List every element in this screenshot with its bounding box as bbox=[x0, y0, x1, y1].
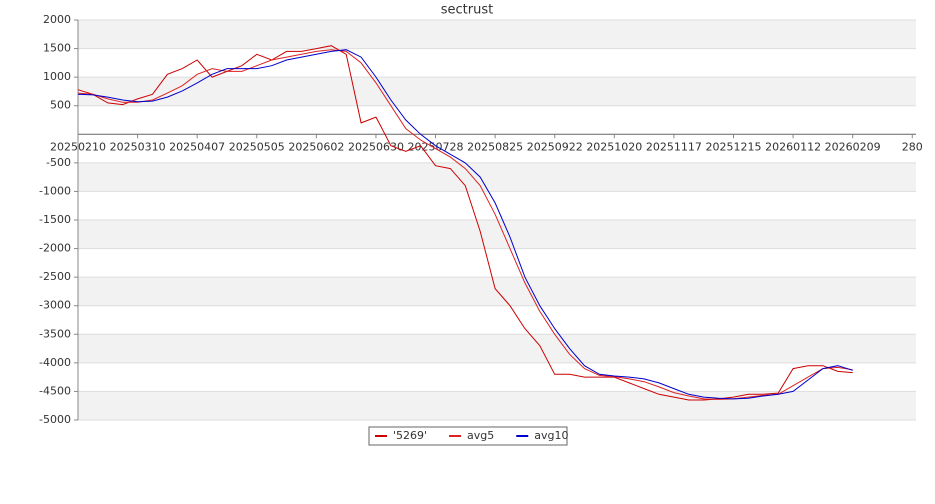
y-tick-label: -2500 bbox=[39, 270, 71, 283]
grid-band bbox=[78, 334, 916, 363]
chart-title: sectrust bbox=[441, 3, 493, 18]
y-tick-label: -5000 bbox=[39, 413, 71, 426]
legend-label: avg5 bbox=[467, 429, 494, 442]
y-tick-label: -3000 bbox=[39, 299, 71, 312]
x-tick-label: 20251020 bbox=[586, 140, 642, 153]
legend-box bbox=[368, 426, 568, 446]
grid-band bbox=[78, 220, 916, 249]
x-tick-label: 20260112 bbox=[765, 140, 821, 153]
y-tick-label: -500 bbox=[46, 156, 71, 169]
x-tick-label: 20250922 bbox=[527, 140, 583, 153]
x-tick-label: 20250728 bbox=[408, 140, 464, 153]
legend: '5269' avg5 avg10 bbox=[368, 426, 569, 446]
y-tick-label: -1500 bbox=[39, 213, 71, 226]
grid-band bbox=[78, 77, 916, 106]
series-line bbox=[77, 49, 853, 400]
y-tick-label: -1000 bbox=[39, 184, 71, 197]
y-tick-label: 1500 bbox=[43, 42, 71, 55]
y-tick-label: 500 bbox=[50, 99, 71, 112]
x-tick-label: 20250407 bbox=[169, 140, 225, 153]
y-tick-label: -2000 bbox=[39, 242, 71, 255]
grid-band bbox=[78, 391, 916, 420]
x-tick-label: 20250602 bbox=[288, 140, 344, 153]
x-tick-label: 20250630 bbox=[348, 140, 404, 153]
x-tick-label: 280 bbox=[902, 140, 923, 153]
grid-band bbox=[78, 20, 916, 49]
series-line bbox=[77, 49, 853, 400]
x-tick-label: 20251215 bbox=[706, 140, 762, 153]
y-tick-label: -4000 bbox=[39, 356, 71, 369]
grid-band bbox=[78, 162, 916, 192]
x-tick-label: 20260209 bbox=[825, 140, 881, 153]
y-tick-label: 1000 bbox=[43, 70, 71, 83]
y-tick-label: -4500 bbox=[39, 384, 71, 397]
y-tick-label: 2000 bbox=[43, 13, 71, 26]
x-tick-label: 20250210 bbox=[50, 140, 106, 153]
y-tick-label: -3500 bbox=[39, 327, 71, 340]
legend-label: avg10 bbox=[534, 429, 568, 442]
x-tick-label: 20250825 bbox=[467, 140, 523, 153]
legend-label: '5269' bbox=[393, 429, 427, 442]
x-tick-label: 20251117 bbox=[646, 140, 702, 153]
x-tick-label: 20250505 bbox=[229, 140, 285, 153]
x-tick-label: 20250310 bbox=[110, 140, 166, 153]
